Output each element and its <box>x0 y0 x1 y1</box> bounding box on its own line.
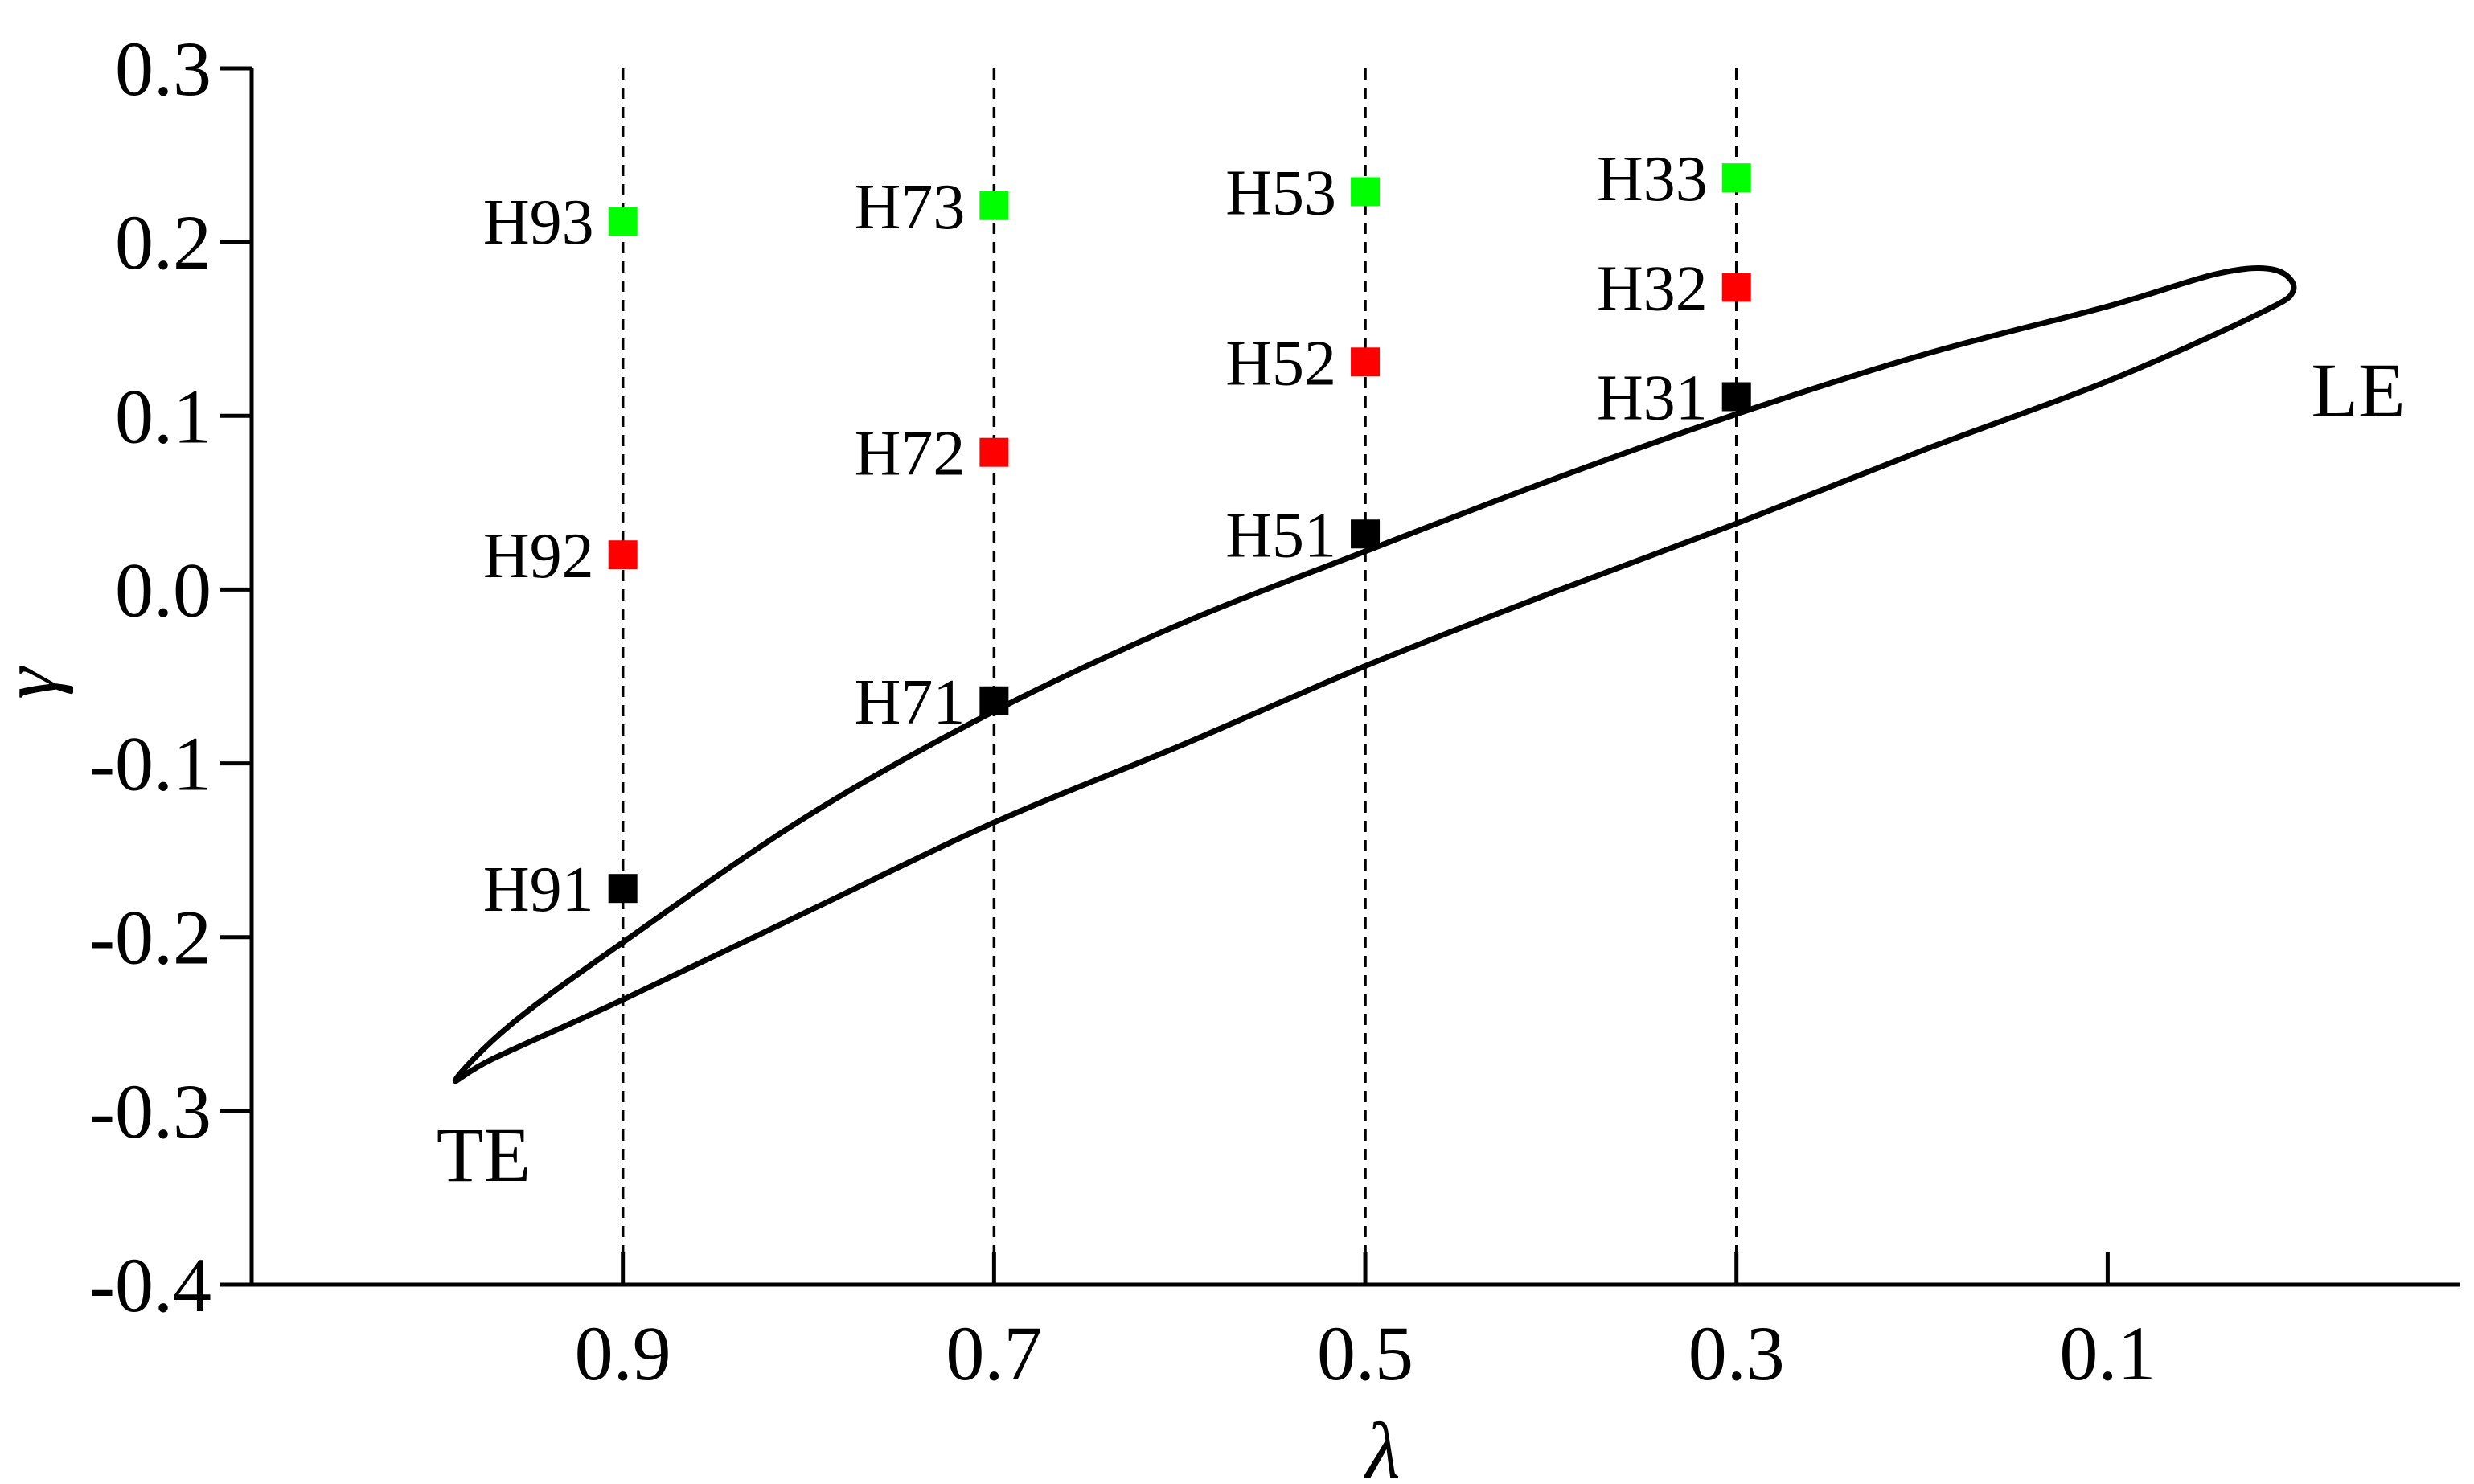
data-point <box>979 686 1009 715</box>
data-point <box>1721 273 1751 302</box>
data-point <box>608 874 638 904</box>
profile-outline-path <box>452 265 2297 1084</box>
data-point-label: H32 <box>1597 253 1708 324</box>
reference-lines <box>621 68 1738 1285</box>
data-points: H91 H71 H51 H31 H92 H72 H52 H32 H93 H73 H53 H33 <box>483 144 1751 925</box>
data-point <box>608 207 638 236</box>
data-point <box>1351 177 1381 207</box>
y-axis-label: γ <box>0 666 74 699</box>
y-tick-label: -0.3 <box>89 1068 211 1154</box>
data-point-label: H73 <box>855 172 966 243</box>
edge-annotation: TE <box>437 1112 531 1198</box>
y-tick-label: 0.3 <box>115 26 211 112</box>
y-ticks: 0.3 0.2 0.1 0.0 -0.1 -0.2 -0.3 -0.4 <box>89 26 252 1328</box>
profile-outline <box>452 265 2297 1084</box>
data-point <box>1721 163 1751 193</box>
data-point <box>1351 519 1381 549</box>
x-tick-label: 0.3 <box>1688 1310 1785 1396</box>
data-point-label: H31 <box>1597 363 1708 434</box>
data-point <box>1721 382 1751 412</box>
x-ticks: 0.9 0.7 0.5 0.3 0.1 <box>575 1252 2156 1396</box>
data-point-label: H71 <box>855 667 966 738</box>
data-point <box>608 540 638 570</box>
data-point-label: H52 <box>1225 328 1336 399</box>
y-tick-label: 0.2 <box>115 199 211 285</box>
y-tick-label: -0.2 <box>89 895 211 981</box>
x-tick-label: 0.7 <box>946 1310 1042 1396</box>
annotations: TE LE <box>437 347 2406 1198</box>
x-tick-label: 0.5 <box>1317 1310 1413 1396</box>
y-tick-label: -0.1 <box>89 721 211 807</box>
data-point <box>979 191 1009 220</box>
data-point-label: H92 <box>483 521 594 592</box>
y-tick-label: 0.1 <box>115 373 211 459</box>
y-tick-label: 0.0 <box>115 547 211 633</box>
data-point-label: H53 <box>1225 158 1336 228</box>
data-point-label: H51 <box>1225 500 1336 571</box>
x-tick-label: 0.9 <box>575 1310 671 1396</box>
data-point-label: H33 <box>1597 144 1708 215</box>
data-point <box>979 437 1009 467</box>
axes <box>249 68 2460 1287</box>
data-point-label: H91 <box>483 855 594 925</box>
data-point-label: H72 <box>855 419 966 490</box>
data-point <box>1351 347 1381 377</box>
edge-annotation: LE <box>2311 347 2405 433</box>
x-axis-label: λ <box>1363 1406 1400 1484</box>
y-tick-label: -0.4 <box>89 1242 211 1328</box>
data-point-label: H93 <box>483 187 594 258</box>
x-tick-label: 0.1 <box>2059 1310 2156 1396</box>
